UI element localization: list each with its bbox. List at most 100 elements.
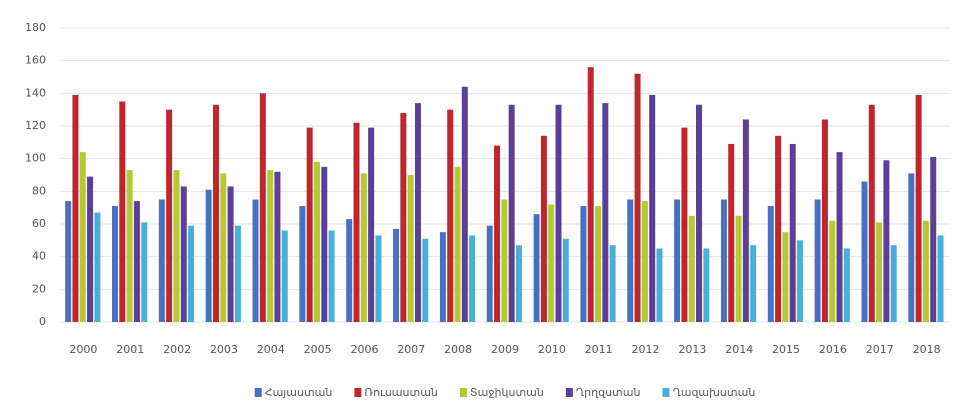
bar (252, 199, 259, 322)
bar (400, 112, 407, 322)
bar (641, 201, 648, 322)
legend-swatch (459, 388, 467, 397)
bar (634, 73, 641, 322)
bar (627, 199, 634, 322)
bar (930, 157, 937, 322)
x-tick-label: 2017 (866, 343, 894, 356)
bar (649, 94, 656, 322)
legend-label: Տաջիկստան (470, 386, 544, 399)
y-tick-label: 20 (32, 282, 46, 295)
bar (595, 206, 602, 322)
bar (111, 206, 118, 322)
x-tick-label: 2018 (913, 343, 941, 356)
bar (259, 93, 266, 322)
bar (393, 228, 400, 322)
bar (767, 206, 774, 322)
bar (141, 222, 148, 322)
bar (742, 119, 749, 322)
bar (173, 170, 180, 322)
legend-swatch (254, 388, 262, 397)
bar (407, 175, 414, 322)
legend-label: Ղազախստան (672, 386, 755, 399)
legend-label: Ղրղզստան (576, 386, 641, 399)
bar (158, 199, 165, 322)
bar (220, 173, 227, 322)
bar (750, 245, 757, 322)
bar (868, 104, 875, 323)
bar (274, 171, 281, 322)
y-tick-label: 100 (25, 152, 46, 165)
legend-swatch (354, 388, 362, 397)
bar (735, 215, 742, 322)
bar (688, 215, 695, 322)
bar (861, 181, 868, 322)
y-tick-label: 140 (25, 86, 46, 99)
bar (789, 143, 796, 322)
bar (580, 206, 587, 322)
bar (94, 212, 101, 322)
bar (720, 199, 727, 322)
legend-swatch (662, 388, 670, 397)
bar (494, 145, 501, 322)
bar (540, 135, 547, 322)
x-tick-label: 2016 (819, 343, 847, 356)
bar (227, 186, 234, 322)
bar (461, 86, 468, 322)
bar (180, 186, 187, 322)
y-tick-label: 160 (25, 54, 46, 67)
legend-label: Հայաստան (265, 386, 333, 399)
legend-swatch (565, 388, 573, 397)
x-tick-label: 2004 (257, 343, 285, 356)
x-tick-label: 2008 (444, 343, 472, 356)
bar (775, 135, 782, 322)
bar (501, 199, 508, 322)
x-tick-label: 2010 (538, 343, 566, 356)
bar (65, 201, 72, 322)
bar (422, 238, 429, 322)
bar (234, 225, 241, 322)
bar (814, 199, 821, 322)
bar (454, 166, 461, 322)
bar (486, 225, 493, 322)
bar (87, 176, 94, 322)
bar (609, 245, 616, 322)
bar (375, 235, 382, 322)
bar (299, 206, 306, 322)
bar (922, 220, 929, 322)
bar (267, 170, 274, 322)
bar (843, 248, 850, 322)
bar (133, 201, 140, 322)
bar (587, 67, 594, 322)
x-tick-label: 2009 (491, 343, 519, 356)
y-tick-label: 40 (32, 250, 46, 263)
x-tick-label: 2015 (772, 343, 800, 356)
bar (447, 109, 454, 323)
x-tick-label: 2011 (585, 343, 613, 356)
bar (166, 109, 173, 323)
x-tick-label: 2012 (632, 343, 660, 356)
bar (548, 204, 555, 322)
bar (346, 219, 353, 322)
x-tick-label: 2000 (69, 343, 97, 356)
bar (126, 170, 133, 322)
bar (937, 235, 944, 322)
bar (876, 222, 883, 322)
bar (119, 101, 126, 322)
bar (703, 248, 710, 322)
bar (353, 122, 360, 322)
bar (696, 104, 703, 323)
x-tick-label: 2007 (397, 343, 425, 356)
legend-label: Ռուսաստան (364, 386, 438, 399)
y-tick-label: 0 (39, 315, 46, 328)
x-tick-label: 2001 (116, 343, 144, 356)
x-tick-label: 2003 (210, 343, 238, 356)
bar (782, 232, 789, 322)
bar (360, 173, 367, 322)
y-tick-label: 60 (32, 217, 46, 230)
bar (515, 245, 522, 322)
bar (79, 152, 86, 322)
bar (836, 152, 843, 322)
bar (313, 161, 320, 322)
bar (674, 199, 681, 322)
